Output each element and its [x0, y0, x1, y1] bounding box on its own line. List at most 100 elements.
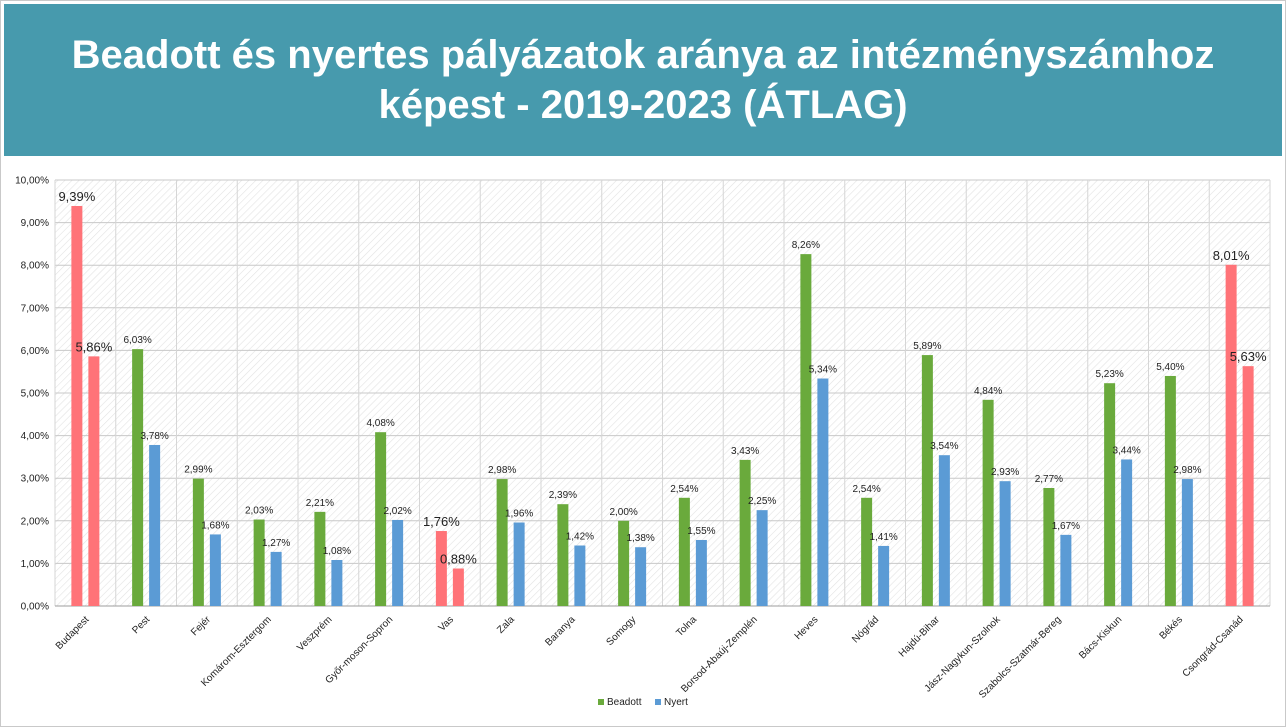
- x-tick-label: Budapest: [54, 614, 92, 652]
- data-label: 5,86%: [75, 339, 112, 354]
- data-label: 1,68%: [201, 520, 229, 531]
- bar-nyert: [513, 522, 525, 606]
- bar-beadott: [1104, 383, 1116, 606]
- data-label: 8,26%: [792, 240, 820, 251]
- bar-nyert: [149, 444, 161, 606]
- x-tick-label: Hajdú-Bihar: [897, 614, 943, 660]
- x-tick-label: Bács-Kiskun: [1077, 614, 1124, 661]
- x-tick-label: Békés: [1158, 614, 1185, 641]
- y-tick-label: 10,00%: [15, 176, 49, 187]
- data-label: 3,54%: [930, 441, 958, 452]
- data-label: 2,93%: [991, 467, 1019, 478]
- data-label: 5,63%: [1230, 349, 1267, 364]
- data-label: 2,21%: [306, 498, 334, 509]
- bar-nyert: [270, 551, 282, 606]
- bar-beadott: [496, 479, 508, 606]
- bar-beadott: [192, 478, 204, 606]
- legend-swatch-nyert: [655, 699, 661, 705]
- x-tick-label: Tolna: [674, 614, 699, 639]
- bar-beadott: [739, 459, 751, 606]
- bar-nyert: [88, 356, 100, 606]
- bar-beadott: [800, 254, 812, 606]
- bar-nyert: [209, 534, 221, 606]
- bar-nyert: [1060, 534, 1072, 606]
- data-label: 3,44%: [1112, 445, 1140, 456]
- data-label: 2,98%: [1173, 465, 1201, 476]
- data-label: 1,42%: [566, 532, 594, 543]
- bar-beadott: [314, 511, 326, 606]
- data-label: 1,67%: [1052, 521, 1080, 532]
- data-label: 2,98%: [488, 465, 516, 476]
- bar-nyert: [1181, 479, 1193, 606]
- bar-nyert: [695, 539, 707, 606]
- data-label: 2,02%: [383, 506, 411, 517]
- x-tick-label: Nógrád: [850, 614, 881, 645]
- data-label: 2,03%: [245, 506, 273, 517]
- legend-label: Beadott: [607, 697, 642, 708]
- x-tick-label: Győr-moson-Sopron: [323, 614, 395, 686]
- data-label: 2,54%: [670, 484, 698, 495]
- bar-nyert: [452, 568, 464, 606]
- bar-beadott: [557, 504, 569, 606]
- legend-swatch-beadott: [598, 699, 604, 705]
- x-tick-label: Baranya: [543, 614, 577, 648]
- data-label: 9,39%: [58, 189, 95, 204]
- data-label: 2,99%: [184, 465, 212, 476]
- bar-nyert: [1121, 459, 1133, 606]
- data-label: 3,43%: [731, 446, 759, 457]
- data-label: 1,55%: [687, 526, 715, 537]
- data-label: 2,54%: [852, 484, 880, 495]
- data-label: 4,84%: [974, 386, 1002, 397]
- bar-beadott: [1225, 264, 1237, 606]
- bar-beadott: [132, 349, 144, 606]
- x-tick-label: Csongrád-Csanád: [1181, 614, 1246, 679]
- bar-beadott: [1043, 487, 1055, 606]
- data-label: 3,78%: [140, 431, 168, 442]
- bar-beadott: [253, 519, 265, 606]
- y-tick-label: 5,00%: [21, 389, 49, 400]
- bar-nyert: [392, 519, 404, 606]
- data-label: 2,00%: [609, 507, 637, 518]
- x-tick-label: Heves: [793, 614, 821, 642]
- bar-nyert: [1242, 366, 1254, 606]
- data-label: 5,89%: [913, 341, 941, 352]
- data-label: 4,08%: [366, 418, 394, 429]
- data-label: 1,08%: [323, 546, 351, 557]
- data-label: 1,38%: [626, 533, 654, 544]
- x-tick-label: Veszprém: [295, 614, 334, 653]
- bar-beadott: [982, 399, 994, 606]
- bar-nyert: [756, 510, 768, 606]
- data-label: 1,27%: [262, 538, 290, 549]
- bar-beadott: [618, 520, 630, 606]
- x-tick-label: Somogy: [605, 614, 639, 648]
- bar-nyert: [878, 545, 890, 606]
- x-tick-label: Vas: [437, 614, 456, 633]
- legend-label: Nyert: [664, 697, 688, 708]
- data-label: 8,01%: [1213, 248, 1250, 263]
- data-label: 6,03%: [123, 335, 151, 346]
- y-tick-label: 3,00%: [21, 474, 49, 485]
- y-tick-label: 4,00%: [21, 431, 49, 442]
- bar-chart: 0,00% 1,00% 2,00% 3,00% 4,00% 5,00% 6,00% 7,00%…: [15, 176, 1271, 708]
- data-label: 5,34%: [809, 365, 837, 376]
- data-label: 0,88%: [440, 552, 477, 567]
- title-banner: Beadott és nyertes pályázatok aránya az …: [4, 4, 1282, 156]
- data-label: 2,39%: [549, 490, 577, 501]
- slide-title: Beadott és nyertes pályázatok aránya az …: [71, 33, 1215, 127]
- bar-nyert: [817, 378, 829, 606]
- x-tick-label: Zala: [495, 614, 517, 636]
- y-tick-label: 1,00%: [21, 559, 49, 570]
- y-tick-label: 7,00%: [21, 303, 49, 314]
- x-tick-label: Pest: [130, 614, 152, 636]
- data-label: 2,77%: [1035, 474, 1063, 485]
- bar-nyert: [331, 559, 343, 606]
- data-label: 1,41%: [869, 532, 897, 543]
- y-tick-label: 2,00%: [21, 516, 49, 527]
- y-tick-label: 9,00%: [21, 218, 49, 229]
- bar-beadott: [435, 531, 447, 606]
- data-label: 5,40%: [1156, 362, 1184, 373]
- bar-beadott: [1164, 375, 1176, 606]
- bar-beadott: [861, 497, 873, 606]
- y-tick-label: 0,00%: [21, 602, 49, 613]
- bar-beadott: [71, 205, 83, 606]
